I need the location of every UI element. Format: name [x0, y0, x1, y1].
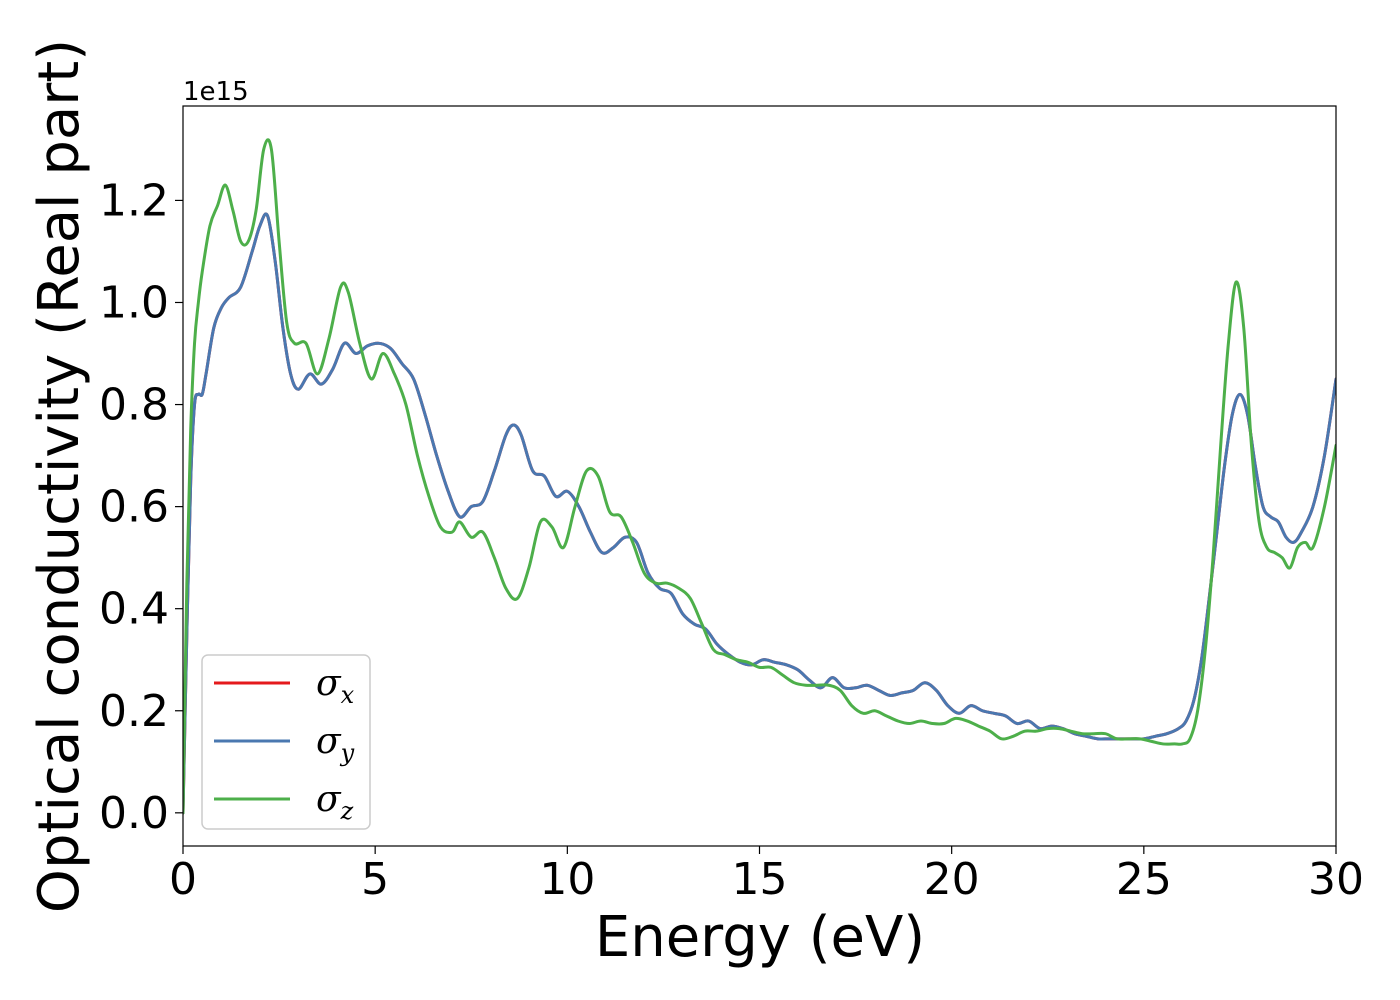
- x-tick-label: 0: [169, 854, 197, 905]
- y-axis-ticks: 0.0 0.2 0.4 0.6 0.8 1.0 1.2: [99, 175, 183, 839]
- y-tick-label: 0.0: [99, 788, 169, 839]
- y-tick-label: 0.6: [99, 482, 169, 533]
- x-tick-label: 25: [1116, 854, 1172, 905]
- x-tick-label: 5: [361, 854, 389, 905]
- y-tick-label: 1.2: [99, 175, 169, 226]
- y-tick-label: 0.8: [99, 380, 169, 431]
- y-axis-title: Optical conductivity (Real part): [27, 39, 92, 913]
- x-axis-ticks: 0 5 10 15 20 25 30: [169, 846, 1364, 905]
- y-axis-offset-label: 1e15: [183, 77, 249, 107]
- series-line-y: [183, 212, 1336, 815]
- x-tick-label: 15: [732, 854, 788, 905]
- y-tick-label: 1.0: [99, 277, 169, 328]
- x-tick-label: 20: [924, 854, 980, 905]
- series-line-z: [183, 138, 1336, 815]
- y-tick-label: 0.4: [99, 584, 169, 635]
- series-layer: [183, 138, 1336, 815]
- x-tick-label: 10: [539, 854, 595, 905]
- x-tick-label: 30: [1308, 854, 1364, 905]
- y-tick-label: 0.2: [99, 686, 169, 737]
- x-axis-title: Energy (eV): [595, 905, 925, 970]
